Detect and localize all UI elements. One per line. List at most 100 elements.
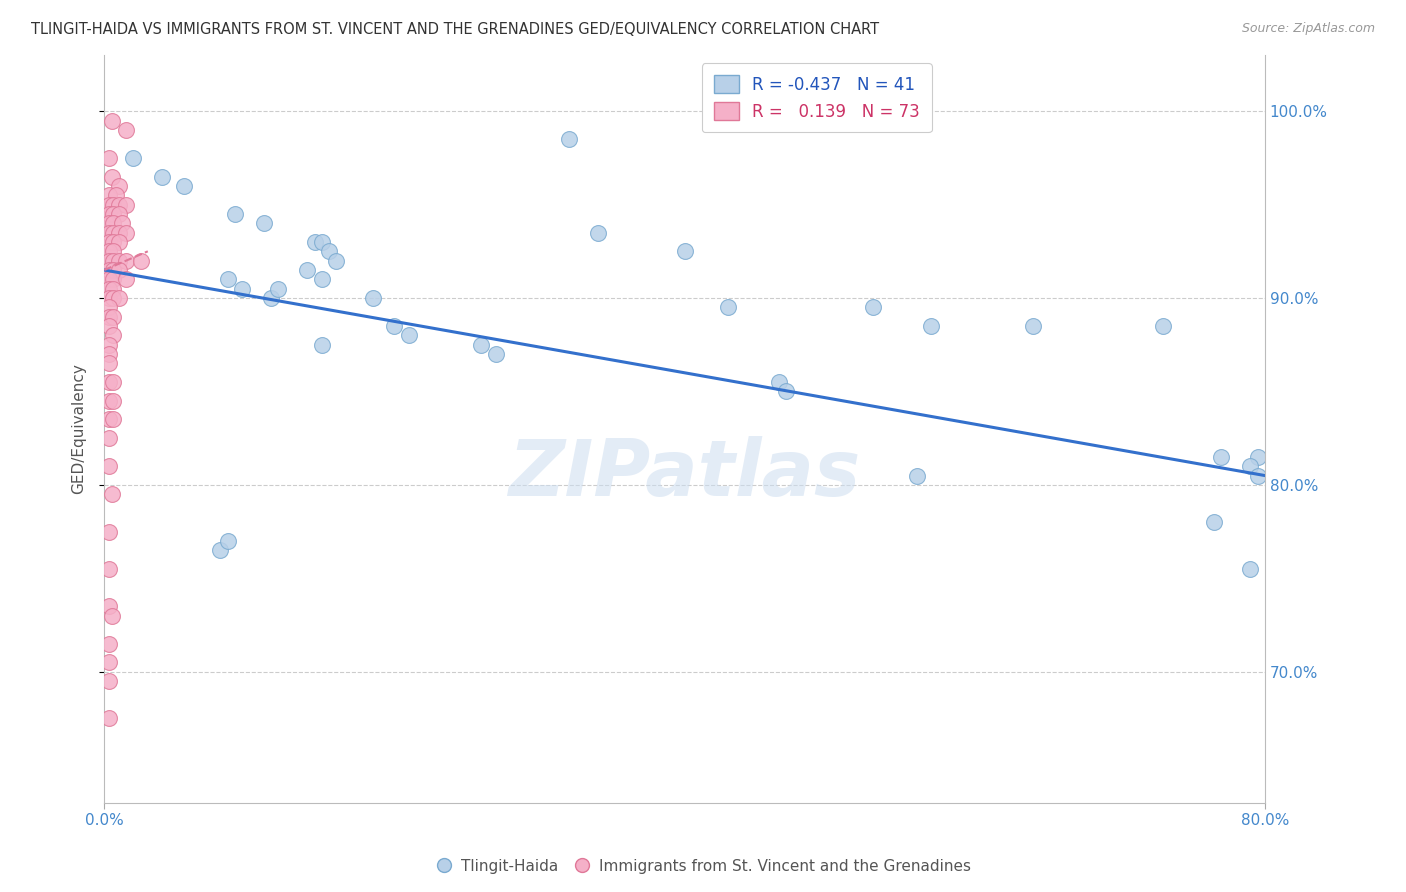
Point — [97, 459, 120, 474]
Point — [97, 216, 120, 230]
Y-axis label: GED/Equivalency: GED/Equivalency — [72, 363, 86, 494]
Point — [101, 375, 124, 389]
Point — [304, 235, 326, 249]
Point — [107, 291, 129, 305]
Point — [311, 337, 333, 351]
Point — [115, 253, 138, 268]
Point — [260, 291, 283, 305]
Point — [97, 244, 120, 259]
Point — [97, 711, 120, 725]
Point — [311, 272, 333, 286]
Point — [97, 524, 120, 539]
Point — [97, 337, 120, 351]
Point — [97, 347, 120, 361]
Point — [150, 169, 173, 184]
Point — [122, 151, 145, 165]
Point — [1152, 319, 1174, 334]
Point — [311, 235, 333, 249]
Point — [115, 123, 138, 137]
Point — [107, 197, 129, 211]
Point — [485, 347, 508, 361]
Point — [231, 282, 253, 296]
Point — [97, 356, 120, 370]
Point — [97, 197, 120, 211]
Point — [1246, 468, 1268, 483]
Point — [97, 207, 120, 221]
Point — [97, 253, 120, 268]
Point — [111, 216, 134, 230]
Legend: Tlingit-Haida, Immigrants from St. Vincent and the Grenadines: Tlingit-Haida, Immigrants from St. Vince… — [429, 853, 977, 880]
Point — [104, 188, 127, 202]
Point — [97, 393, 120, 408]
Point — [97, 319, 120, 334]
Point — [173, 178, 195, 193]
Point — [97, 562, 120, 576]
Point — [325, 253, 347, 268]
Point — [97, 674, 120, 689]
Point — [101, 235, 124, 249]
Point — [101, 393, 124, 408]
Point — [97, 263, 120, 277]
Point — [97, 226, 120, 240]
Point — [97, 235, 120, 249]
Point — [129, 253, 152, 268]
Point — [97, 310, 120, 324]
Point — [101, 328, 124, 343]
Point — [768, 375, 790, 389]
Point — [100, 169, 122, 184]
Point — [97, 282, 120, 296]
Point — [101, 197, 124, 211]
Point — [1211, 450, 1233, 464]
Point — [100, 113, 122, 128]
Point — [361, 291, 384, 305]
Point — [1239, 459, 1261, 474]
Point — [97, 656, 120, 670]
Point — [101, 226, 124, 240]
Point — [384, 319, 406, 334]
Point — [717, 301, 740, 315]
Point — [101, 216, 124, 230]
Point — [97, 188, 120, 202]
Point — [1022, 319, 1045, 334]
Point — [862, 301, 884, 315]
Point — [905, 468, 928, 483]
Point — [107, 207, 129, 221]
Point — [107, 235, 129, 249]
Text: Source: ZipAtlas.com: Source: ZipAtlas.com — [1241, 22, 1375, 36]
Point — [97, 431, 120, 445]
Point — [673, 244, 696, 259]
Point — [1239, 562, 1261, 576]
Point — [107, 263, 129, 277]
Point — [101, 207, 124, 221]
Point — [107, 226, 129, 240]
Point — [318, 244, 340, 259]
Point — [470, 337, 492, 351]
Point — [217, 272, 239, 286]
Point — [101, 263, 124, 277]
Legend: R = -0.437   N = 41, R =   0.139   N = 73: R = -0.437 N = 41, R = 0.139 N = 73 — [702, 63, 932, 133]
Text: TLINGIT-HAIDA VS IMMIGRANTS FROM ST. VINCENT AND THE GRENADINES GED/EQUIVALENCY : TLINGIT-HAIDA VS IMMIGRANTS FROM ST. VIN… — [31, 22, 879, 37]
Point — [97, 412, 120, 426]
Point — [101, 282, 124, 296]
Point — [107, 253, 129, 268]
Point — [97, 599, 120, 614]
Point — [557, 132, 579, 146]
Point — [101, 412, 124, 426]
Point — [97, 637, 120, 651]
Point — [920, 319, 942, 334]
Point — [97, 291, 120, 305]
Point — [97, 375, 120, 389]
Point — [267, 282, 290, 296]
Point — [398, 328, 420, 343]
Point — [224, 207, 246, 221]
Point — [1204, 515, 1226, 529]
Point — [115, 226, 138, 240]
Point — [97, 151, 120, 165]
Point — [101, 272, 124, 286]
Point — [100, 608, 122, 623]
Point — [101, 244, 124, 259]
Point — [1246, 450, 1268, 464]
Point — [101, 291, 124, 305]
Point — [101, 253, 124, 268]
Point — [107, 178, 129, 193]
